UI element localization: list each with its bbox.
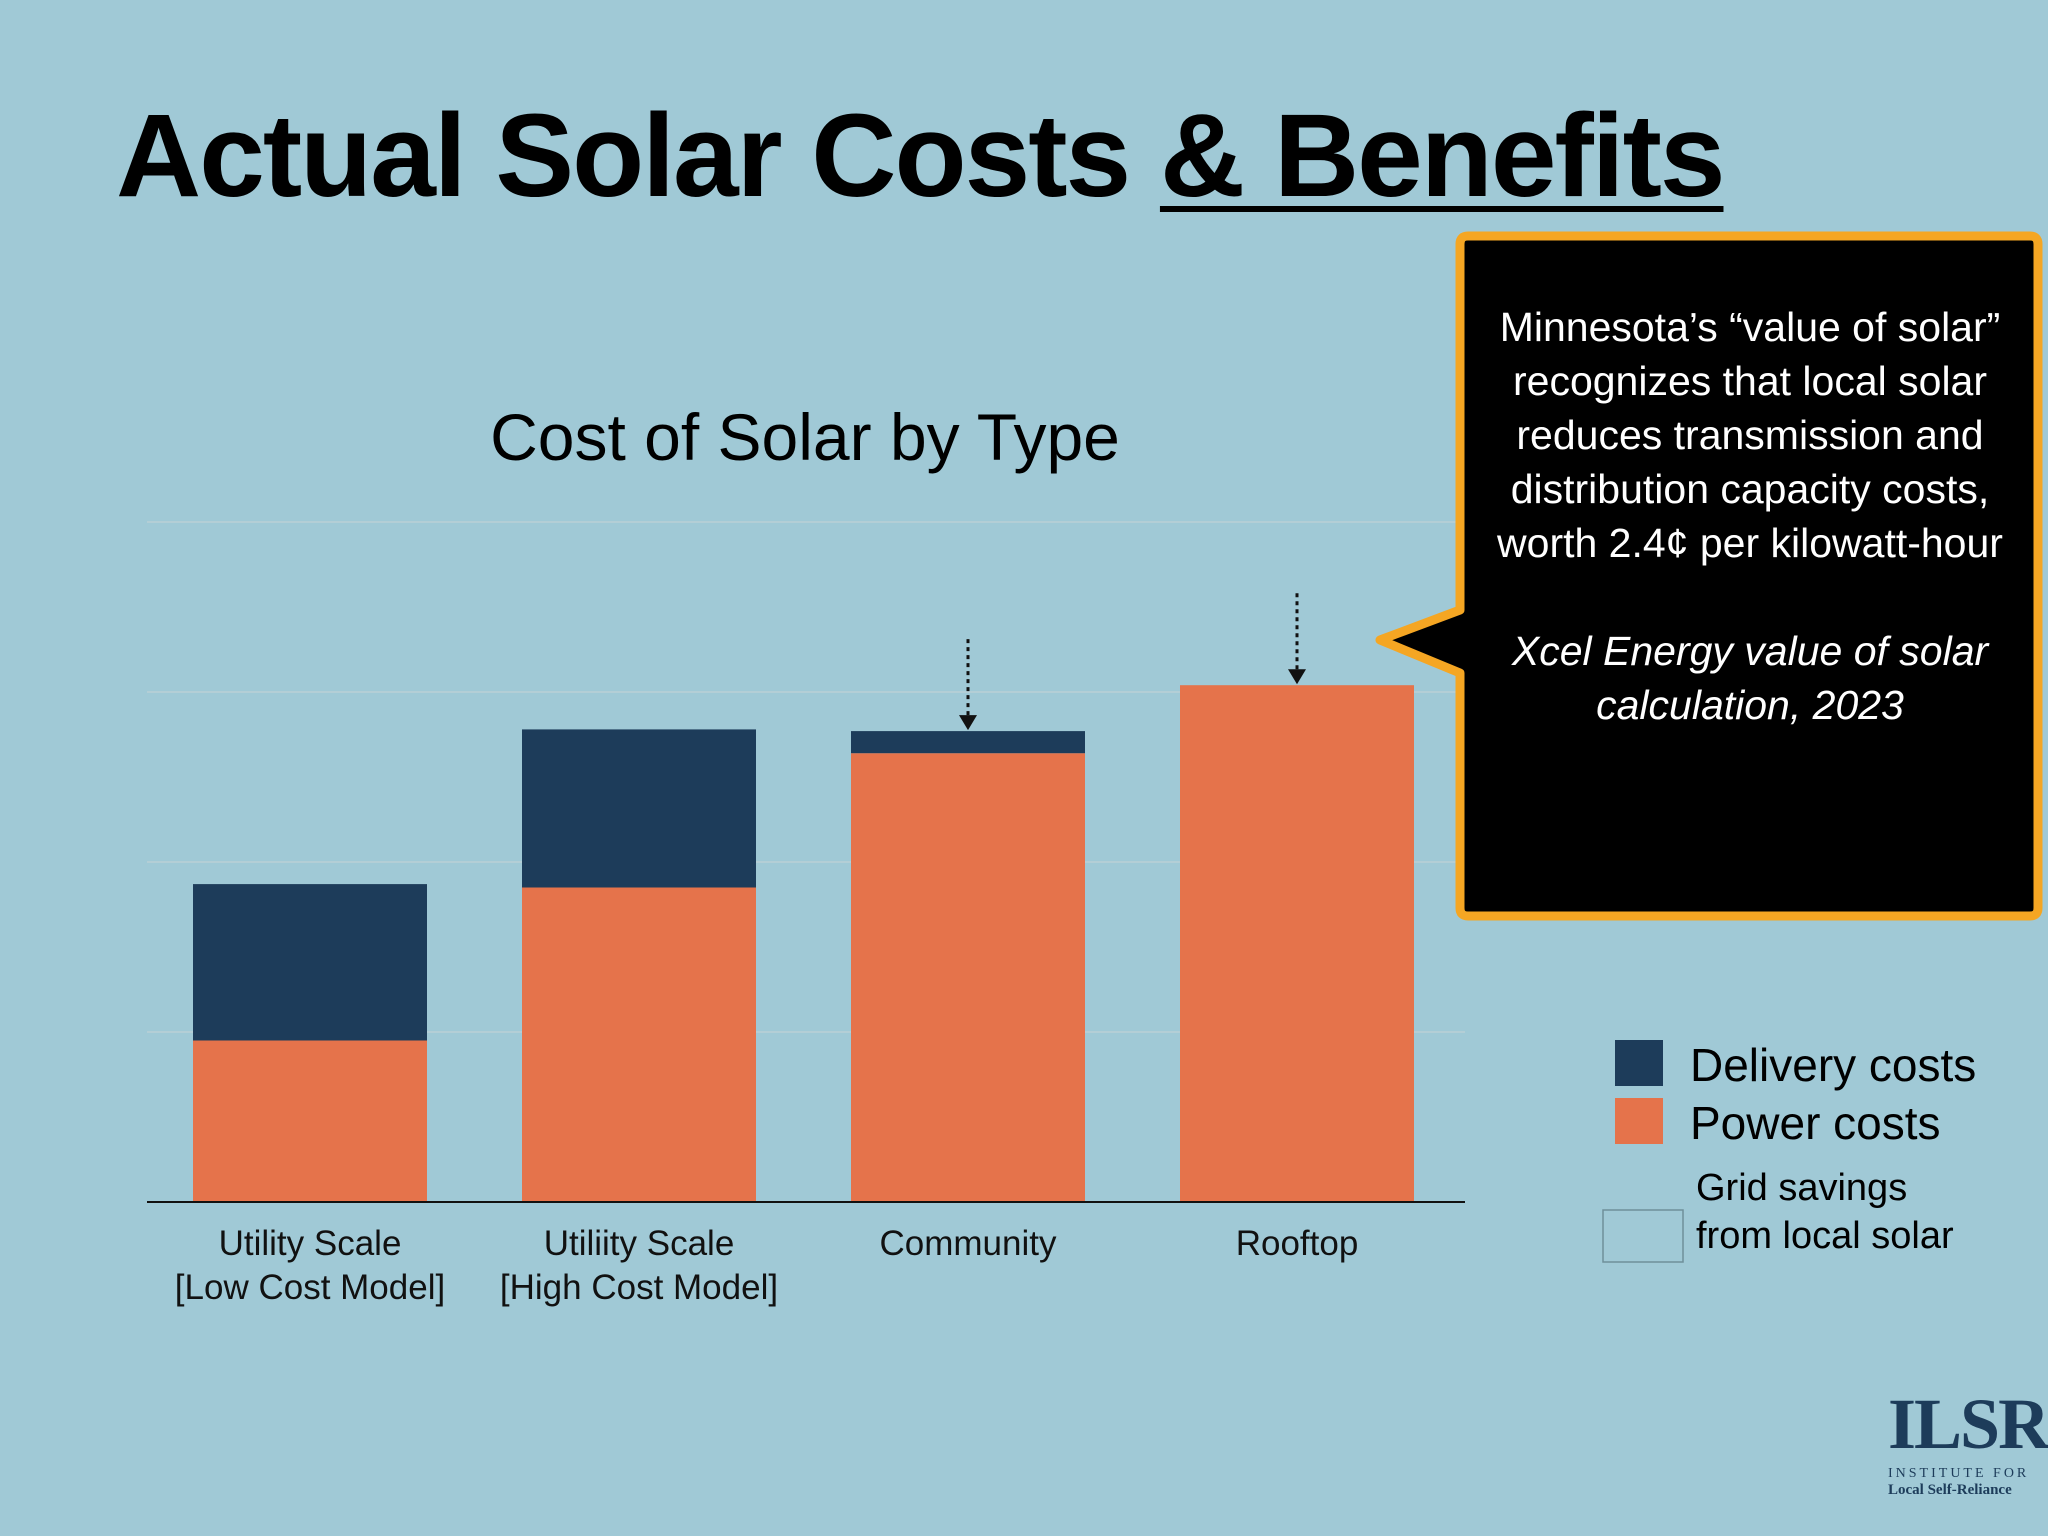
legend-swatch-delivery: [1615, 1040, 1663, 1086]
bar-power-costs: [1180, 685, 1414, 1202]
callout-source: Xcel Energy value of solar calculation, …: [1511, 628, 1989, 728]
title-underlined: & Benefits: [1159, 90, 1726, 222]
legend-label-grid-savings: Grid savings from local solar: [1696, 1167, 1954, 1257]
bar-delivery-costs: [193, 884, 427, 1041]
category-label: Rooftop: [1236, 1224, 1359, 1263]
chart-title: Cost of Solar by Type: [490, 400, 1120, 474]
logo-line1: INSTITUTE FOR: [1888, 1466, 2030, 1481]
bars: [193, 685, 1414, 1202]
category-label: Utility Scale: [219, 1224, 402, 1263]
callout-box: [1375, 231, 2043, 921]
category-label: Utiliity Scale: [544, 1224, 735, 1263]
savings-arrow: [959, 639, 977, 731]
legend-label-power: Power costs: [1690, 1097, 1941, 1149]
ilsr-logo: ILSR INSTITUTE FOR Local Self-Reliance: [1888, 1388, 2048, 1499]
bar-power-costs: [851, 753, 1085, 1202]
logo-line2: Local Self-Reliance: [1888, 1482, 2012, 1498]
callout-text: Minnesota’s “value of solar” recognizes …: [1470, 300, 2030, 732]
bar-power-costs: [193, 1040, 427, 1202]
savings-arrows: [959, 593, 1306, 731]
savings-arrow: [1288, 593, 1306, 685]
category-label: Community: [880, 1224, 1057, 1263]
slide-title: Actual Solar Costs & Benefits: [116, 86, 1726, 228]
bar-delivery-costs: [522, 729, 756, 888]
logo-mark: ILSR: [1888, 1384, 2048, 1464]
category-label: [Low Cost Model]: [175, 1268, 445, 1307]
category-label: [High Cost Model]: [500, 1268, 778, 1307]
bar-delivery-costs: [851, 731, 1085, 754]
legend-swatch-grid-savings: [1602, 1209, 1684, 1263]
title-main: Actual Solar Costs: [116, 90, 1160, 222]
legend-swatch-power: [1615, 1098, 1663, 1144]
bar-power-costs: [522, 887, 756, 1202]
legend-label-delivery: Delivery costs: [1690, 1039, 1977, 1091]
callout-body: Minnesota’s “value of solar” recognizes …: [1497, 304, 2003, 566]
category-labels: Utility Scale [Low Cost Model] Utiliity Sc…: [175, 1224, 1359, 1307]
